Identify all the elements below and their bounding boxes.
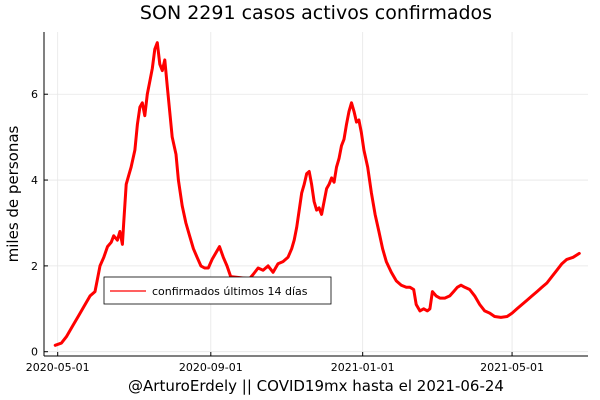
x-tick-label: 2020-09-01 [179, 361, 243, 374]
series-layer [53, 41, 581, 347]
y-axis-label: miles de personas [4, 125, 22, 262]
legend-entry: confirmados últimos 14 días [152, 285, 308, 298]
x-tick-label: 2021-05-01 [480, 361, 544, 374]
y-tick-label: 6 [31, 88, 38, 101]
grid [44, 32, 588, 356]
chart-title: SON 2291 casos activos confirmados [140, 2, 492, 24]
legend: confirmados últimos 14 días [103, 276, 332, 305]
axes [43, 32, 588, 357]
series-line [53, 41, 581, 347]
x-tick-label: 2020-05-01 [26, 361, 90, 374]
y-tick-label: 0 [31, 346, 38, 359]
y-tick-label: 2 [31, 260, 38, 273]
x-axis-label: @ArturoErdely || COVID19mx hasta el 2021… [128, 377, 504, 395]
y-tick-label: 4 [31, 174, 38, 187]
x-tick-label: 2021-01-01 [331, 361, 395, 374]
ticks: 2020-05-01 2020-09-01 2021-01-01 2021-05-01… [26, 88, 544, 374]
